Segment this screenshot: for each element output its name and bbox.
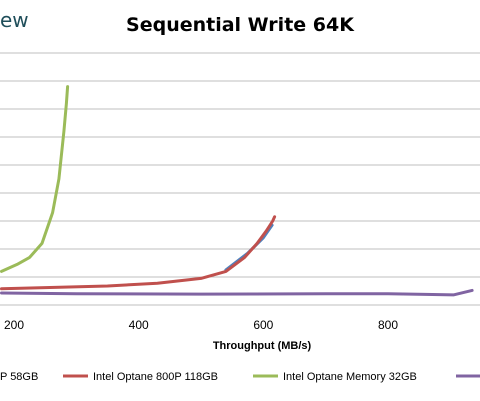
gridlines (0, 52, 480, 306)
series-line-0 (0, 215, 277, 291)
watermark-logo-text: ew (0, 8, 29, 32)
chart-title: Sequential Write 64K (126, 14, 355, 36)
x-tick-label-400: 400 (129, 318, 149, 332)
legend-label-2: Intel Optane Memory 32GB (283, 371, 417, 383)
x-tick-label-600: 600 (253, 318, 273, 332)
series-lines (0, 85, 474, 297)
legend-label-1: Intel Optane 800P 118GB (93, 371, 218, 383)
series-line-2 (0, 288, 474, 297)
series-line-1 (0, 85, 70, 273)
x-tick-label-200: 200 (4, 318, 24, 332)
x-axis-ticks: 200 400 600 800 (4, 318, 398, 332)
x-tick-label-800: 800 (378, 318, 398, 332)
legend: P 58GB Intel Optane 800P 118GB Intel Optan… (0, 371, 480, 383)
legend-label-0: P 58GB (0, 371, 38, 383)
x-axis-label: Throughput (MB/s) (213, 340, 312, 352)
